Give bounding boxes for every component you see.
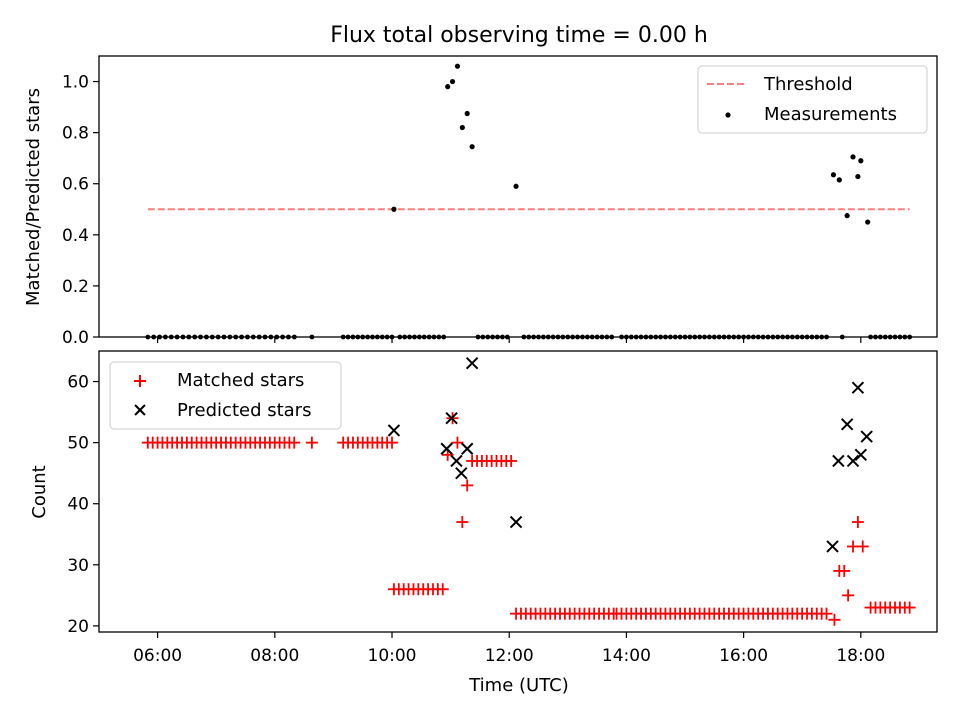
top-y-tick-label: 0.4 bbox=[62, 226, 89, 246]
top-y-tick-label: 1.0 bbox=[62, 73, 89, 93]
legend-threshold-label: Threshold bbox=[763, 74, 853, 95]
bottom-x-ticks: 06:00 08:00 10:00 12:00 14:00 16:00 18:00 bbox=[133, 632, 885, 666]
bottom-y-tick-label: 30 bbox=[67, 556, 89, 576]
bottom-legend-box bbox=[109, 361, 342, 430]
matched-star-point bbox=[436, 583, 449, 596]
x-tick-label: 18:00 bbox=[836, 646, 885, 666]
top-y-tick-label: 0.6 bbox=[62, 175, 89, 195]
top-legend: Threshold Measurements bbox=[697, 65, 928, 134]
legend-predicted-swatch bbox=[134, 404, 146, 416]
predicted-star-point bbox=[450, 454, 463, 468]
predicted-star-point bbox=[854, 448, 868, 462]
top-axes-frame bbox=[98, 55, 938, 338]
bottom-axes-frame bbox=[98, 350, 938, 633]
matched-star-point bbox=[461, 479, 474, 492]
measurement-point bbox=[513, 183, 519, 189]
measurement-point bbox=[459, 124, 465, 131]
measurement-point bbox=[836, 177, 842, 183]
predicted-star-point bbox=[387, 424, 401, 437]
x-tick-label: 06:00 bbox=[133, 646, 182, 666]
bottom-y-tick-label: 40 bbox=[67, 495, 89, 515]
top-y-tick-label: 0.2 bbox=[62, 277, 89, 297]
x-tick-label: 08:00 bbox=[250, 646, 299, 666]
x-axis-label: Time (UTC) bbox=[468, 675, 569, 696]
x-tick-label: 14:00 bbox=[602, 646, 651, 666]
measurement-point bbox=[858, 158, 864, 164]
measurement-point bbox=[830, 172, 837, 178]
x-tick-label: 10:00 bbox=[368, 646, 417, 666]
measurement-point bbox=[449, 78, 456, 85]
top-y-ticks: 0.0 0.2 0.4 0.6 0.8 1.0 bbox=[62, 73, 99, 348]
bottom-legend: Matched stars Predicted stars bbox=[109, 361, 342, 430]
predicted-star-point bbox=[455, 466, 468, 480]
matched-star-point bbox=[851, 516, 864, 529]
predicted-star-point bbox=[826, 540, 839, 553]
predicted-star-point bbox=[846, 454, 860, 468]
top-plot-area bbox=[145, 63, 913, 340]
measurement-point bbox=[445, 84, 451, 90]
measurement-point bbox=[850, 154, 856, 160]
measurement-point bbox=[844, 213, 850, 219]
matched-star-point bbox=[288, 436, 301, 449]
predicted-star-point bbox=[851, 381, 865, 394]
legend-matched-label: Matched stars bbox=[177, 370, 304, 391]
x-tick-label: 16:00 bbox=[719, 646, 768, 666]
legend-predicted-label: Predicted stars bbox=[177, 400, 311, 421]
matched-star-point bbox=[842, 589, 855, 602]
top-legend-box bbox=[697, 65, 928, 134]
matched-star-point bbox=[305, 436, 318, 449]
predicted-star-point bbox=[509, 515, 523, 529]
predicted-star-point bbox=[860, 430, 873, 443]
legend-measurements-swatch bbox=[725, 112, 731, 118]
matched-star-point bbox=[838, 564, 851, 577]
bottom-y-ticks: 20 30 40 50 60 bbox=[67, 373, 99, 637]
measurement-point bbox=[865, 219, 871, 225]
bottom-y-tick-label: 60 bbox=[67, 373, 89, 393]
bottom-y-tick-label: 20 bbox=[67, 617, 89, 637]
top-y-axis-label: Matched/Predicted stars bbox=[23, 88, 44, 306]
x-tick-label: 12:00 bbox=[485, 646, 534, 666]
measurement-point bbox=[454, 63, 461, 69]
matched-star-point bbox=[456, 516, 469, 529]
matched-star-point bbox=[820, 607, 833, 620]
measurement-point bbox=[391, 206, 397, 212]
matched-star-point bbox=[828, 613, 841, 626]
predicted-star-point bbox=[465, 357, 479, 370]
predicted-star-point bbox=[460, 442, 474, 455]
measurement-point bbox=[464, 110, 470, 117]
predicted-star-point bbox=[840, 418, 854, 431]
measurement-point bbox=[469, 144, 475, 150]
top-y-tick-label: 0.8 bbox=[62, 124, 89, 144]
matched-star-point bbox=[903, 601, 916, 614]
matched-star-point bbox=[856, 540, 869, 553]
top-y-tick-label: 0.0 bbox=[62, 328, 89, 348]
legend-measurements-label: Measurements bbox=[764, 104, 897, 125]
bottom-panel: 20 30 40 50 60 06:00 08:00 10:00 12:00 14:00 16:0… bbox=[29, 350, 938, 696]
bottom-y-tick-label: 50 bbox=[67, 434, 89, 454]
measurement-point bbox=[855, 173, 861, 180]
top-panel: 0.0 0.2 0.4 0.6 0.8 1.0 Matched/Predicted sta… bbox=[23, 55, 938, 348]
legend-matched-swatch bbox=[134, 375, 146, 387]
figure-title: Flux total observing time = 0.00 h bbox=[330, 23, 708, 48]
bottom-plot-area bbox=[141, 357, 916, 626]
predicted-star-point bbox=[832, 454, 845, 468]
predicted-star-point bbox=[445, 411, 458, 425]
bottom-y-axis-label: Count bbox=[29, 465, 50, 518]
predicted-star-point bbox=[440, 442, 453, 455]
matched-star-point bbox=[386, 436, 399, 449]
matched-star-point bbox=[451, 436, 464, 449]
matched-star-point bbox=[505, 454, 518, 467]
